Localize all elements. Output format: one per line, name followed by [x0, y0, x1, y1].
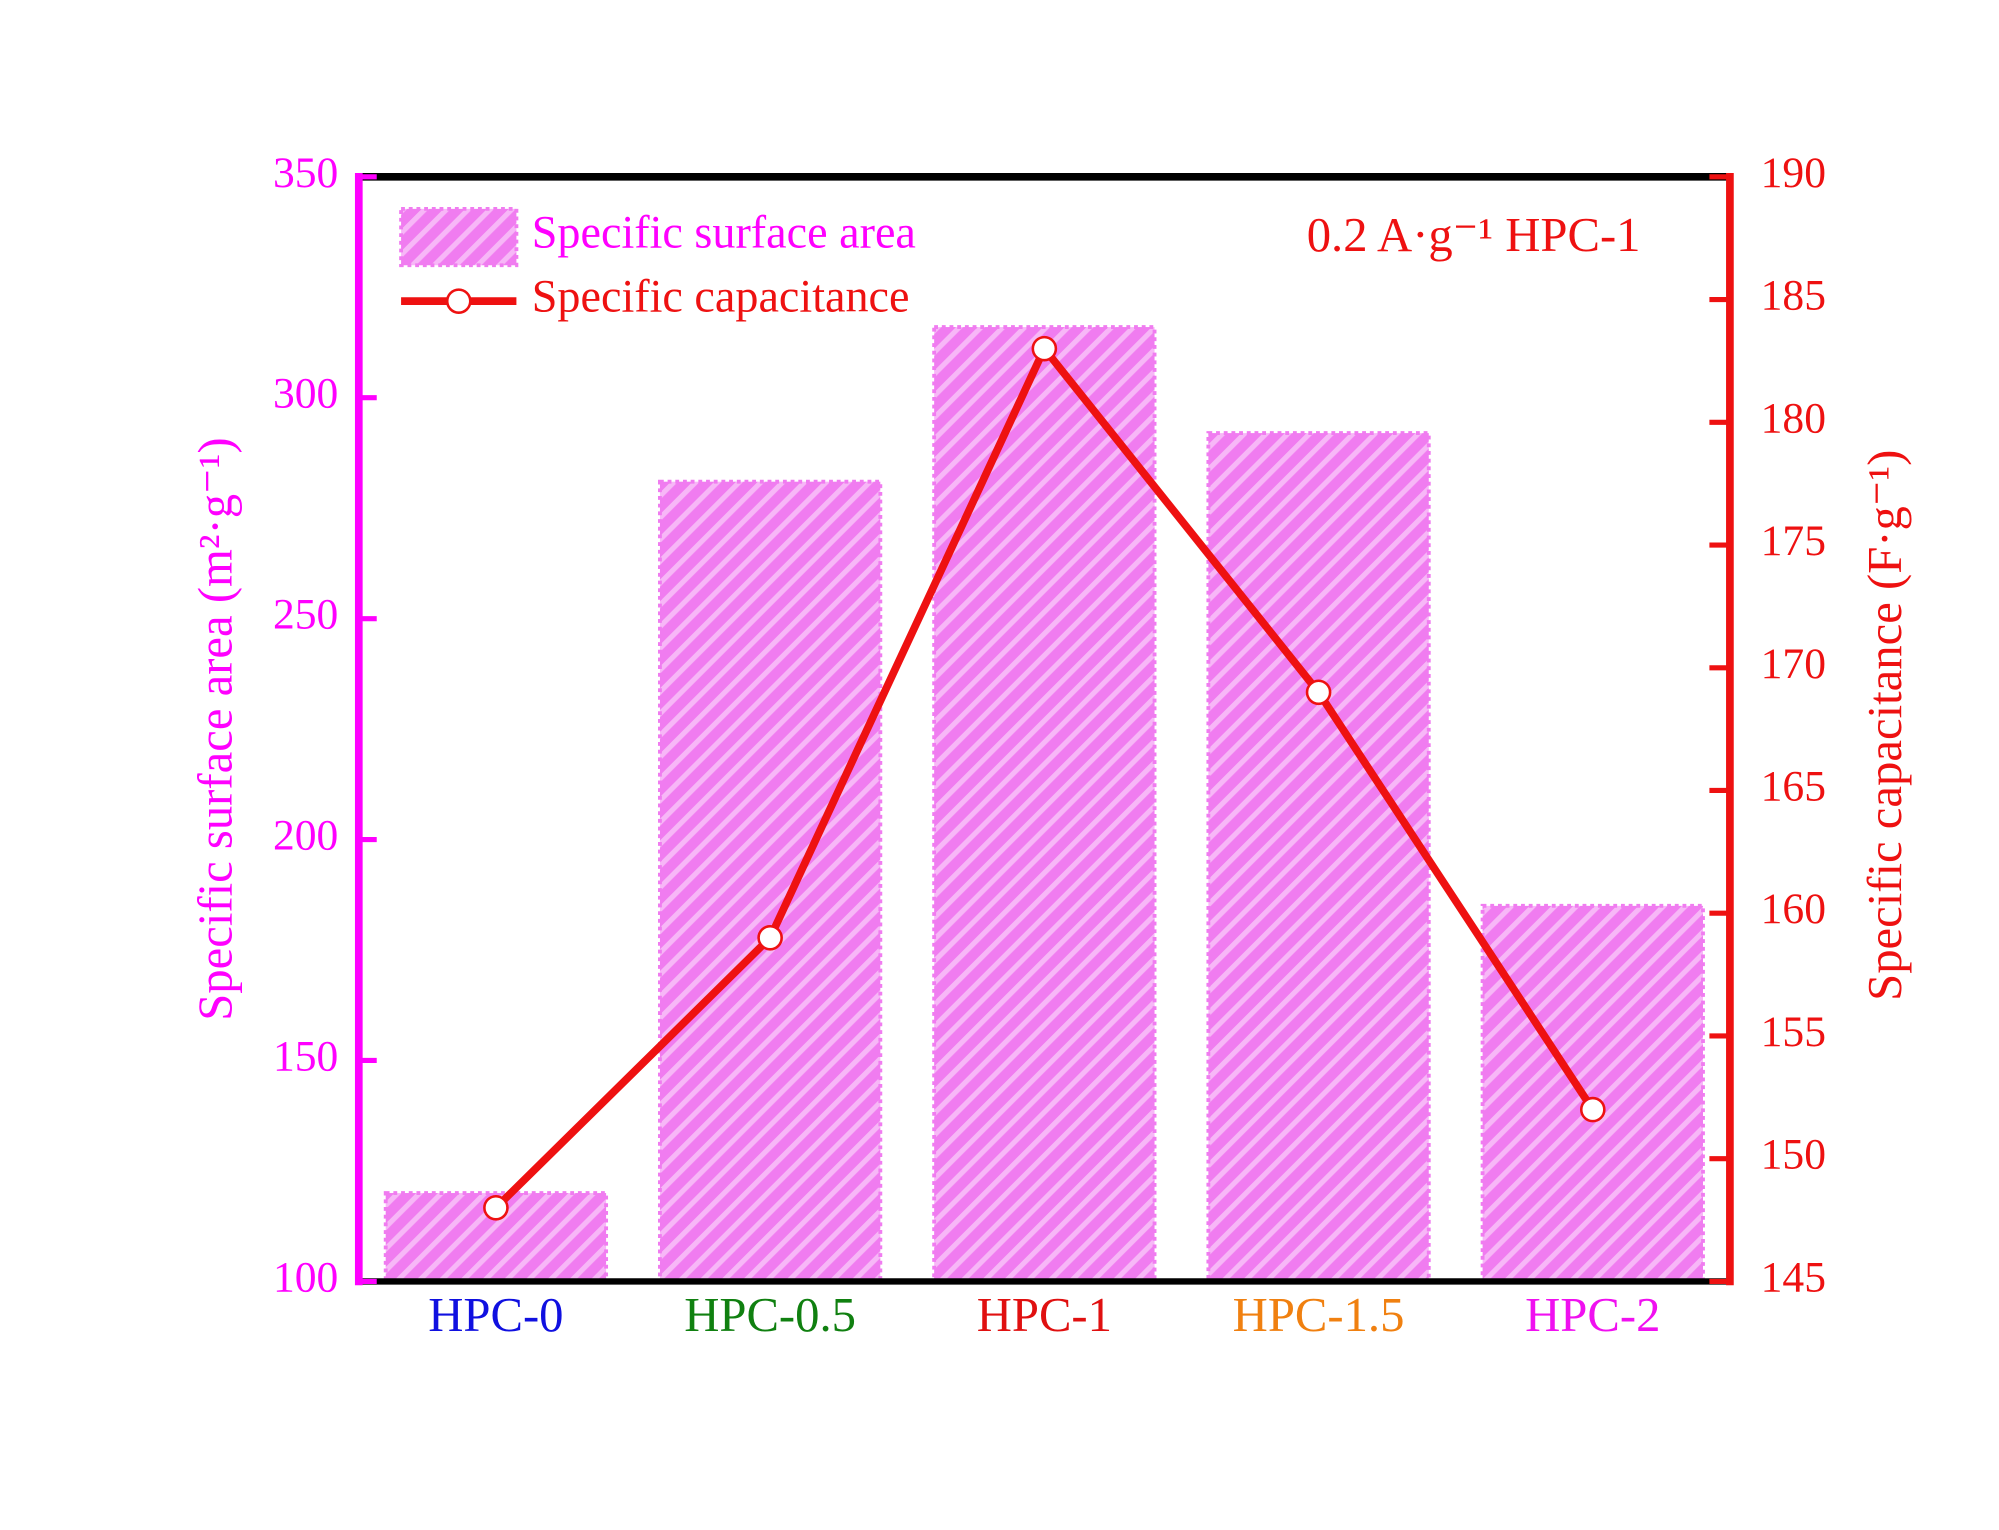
- y-tick-label: 350: [273, 149, 338, 197]
- y2-tick-label: 190: [1761, 149, 1826, 197]
- y2-tick-label: 160: [1761, 885, 1826, 933]
- bar: [932, 325, 1157, 1284]
- y2-tick-label: 165: [1761, 762, 1826, 810]
- legend-label: Specific capacitance: [532, 271, 910, 322]
- y2-tick-label: 145: [1761, 1253, 1826, 1301]
- point: [1305, 679, 1332, 706]
- y-tick-label: 150: [273, 1032, 338, 1080]
- x-tick-label: HPC-1.5: [1233, 1288, 1405, 1342]
- y2-axis-label: Specific capacitance (F·g⁻¹): [1858, 450, 1912, 1001]
- y-tick-label: 250: [273, 591, 338, 639]
- y-tick-label: 300: [273, 370, 338, 418]
- y2-tick-label: 175: [1761, 517, 1826, 565]
- y-axis-label: Specific surface area (m²·g⁻¹): [189, 437, 243, 1020]
- legend-marker: [445, 288, 472, 314]
- annotation: 0.2 A·g⁻¹ HPC-1: [1307, 208, 1641, 262]
- y2-tick-label: 185: [1761, 272, 1826, 320]
- x-tick-label: HPC-2: [1525, 1288, 1660, 1342]
- legend-swatch: [399, 206, 519, 268]
- point: [757, 924, 783, 951]
- point: [1031, 335, 1058, 362]
- y2-tick-label: 155: [1761, 1008, 1826, 1056]
- x-tick-label: HPC-0: [428, 1288, 563, 1342]
- y2-tick-label: 170: [1761, 640, 1826, 688]
- y2-tick-label: 150: [1761, 1131, 1826, 1179]
- x-tick-label: HPC-1: [977, 1288, 1112, 1342]
- point: [1579, 1096, 1606, 1123]
- legend-label: Specific surface area: [532, 207, 916, 258]
- x-tick-label: HPC-0.5: [684, 1288, 856, 1342]
- y2-tick-label: 180: [1761, 394, 1826, 442]
- bar: [658, 479, 883, 1284]
- bar: [1206, 431, 1431, 1284]
- y-tick-label: 100: [273, 1253, 338, 1301]
- bar: [1480, 903, 1705, 1284]
- point: [483, 1194, 509, 1221]
- y-tick-label: 200: [273, 812, 338, 860]
